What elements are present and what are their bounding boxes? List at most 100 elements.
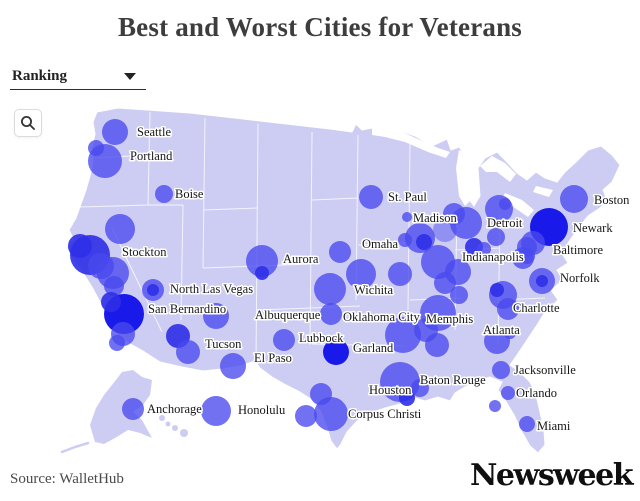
bubble-layer: [68, 119, 588, 432]
city-bubble[interactable]: [109, 335, 125, 351]
city-bubble[interactable]: [434, 272, 456, 294]
city-label: San Bernardino: [148, 302, 226, 316]
city-label: Stockton: [122, 245, 167, 259]
city-bubble[interactable]: [246, 245, 278, 277]
hawaii: [159, 415, 188, 437]
city-bubble[interactable]: [388, 262, 412, 286]
city-bubble[interactable]: [497, 298, 519, 320]
ranking-dropdown-label: Ranking: [12, 68, 68, 84]
city-bubble[interactable]: [220, 353, 246, 379]
city-label: North Las Vegas: [170, 282, 253, 296]
city-bubble[interactable]: [320, 303, 342, 325]
city-bubble[interactable]: [102, 119, 128, 145]
city-bubble[interactable]: [295, 405, 317, 427]
city-bubble[interactable]: [398, 233, 412, 247]
city-label: El Paso: [254, 351, 292, 365]
city-label: Tucson: [205, 337, 242, 351]
source-attribution: Source: WalletHub: [10, 471, 124, 487]
city-bubble[interactable]: [484, 328, 510, 354]
city-label: Newark: [573, 221, 613, 235]
city-label: Oklahoma City: [343, 310, 420, 324]
city-label: Portland: [130, 149, 173, 163]
search-zoom-button[interactable]: [14, 109, 42, 137]
city-bubble[interactable]: [105, 214, 135, 244]
city-label: Charlotte: [513, 301, 560, 315]
city-label: Boise: [175, 187, 204, 201]
city-label: Seattle: [137, 125, 171, 139]
city-label: Detroit: [487, 216, 523, 230]
city-bubble[interactable]: [255, 266, 269, 280]
city-bubble[interactable]: [519, 416, 535, 432]
city-bubble[interactable]: [176, 340, 200, 364]
city-label: Garland: [353, 341, 394, 355]
ranking-dropdown[interactable]: Ranking: [10, 65, 146, 90]
city-label: Honolulu: [238, 403, 286, 417]
city-label: Atlanta: [483, 323, 520, 337]
search-icon: [21, 116, 35, 130]
city-bubble[interactable]: [273, 329, 295, 351]
city-bubble[interactable]: [489, 400, 501, 412]
city-label: Anchorage: [147, 402, 202, 416]
city-bubble[interactable]: [560, 185, 588, 213]
city-bubble[interactable]: [504, 327, 516, 339]
city-label: Boston: [594, 193, 630, 207]
city-label: Orlando: [516, 386, 557, 400]
city-bubble[interactable]: [346, 259, 376, 289]
city-bubble[interactable]: [501, 386, 515, 400]
city-label: Aurora: [283, 252, 319, 266]
city-label: Lubbock: [299, 331, 344, 345]
city-label: Norfolk: [560, 271, 600, 285]
chevron-down-icon: [124, 73, 136, 80]
city-bubble[interactable]: [536, 275, 548, 287]
label-layer: Seattle Portland Boise St. Paul Madison Detro…: [121, 124, 632, 435]
newsweek-logo: Newsweek: [469, 458, 634, 493]
city-bubble[interactable]: [399, 390, 415, 406]
city-bubble[interactable]: [490, 283, 504, 297]
city-label: St. Paul: [388, 190, 427, 204]
city-bubble[interactable]: [411, 379, 429, 397]
city-bubble[interactable]: [122, 398, 144, 420]
alaska: [90, 370, 152, 444]
city-label: Miami: [537, 419, 571, 433]
city-label: Wichita: [354, 283, 394, 297]
city-bubble[interactable]: [68, 234, 92, 258]
city-bubble[interactable]: [104, 276, 124, 296]
city-bubble[interactable]: [359, 185, 383, 209]
city-bubble[interactable]: [314, 397, 348, 431]
city-label: Memphis: [426, 312, 473, 326]
city-bubble[interactable]: [329, 241, 351, 263]
city-label: Corpus Christi: [348, 407, 422, 421]
city-bubble[interactable]: [101, 292, 121, 312]
city-bubble[interactable]: [385, 317, 421, 353]
city-bubble[interactable]: [492, 361, 510, 379]
city-label: Madison: [413, 211, 458, 225]
city-bubble[interactable]: [88, 144, 122, 178]
city-bubble[interactable]: [425, 333, 449, 357]
city-bubble[interactable]: [499, 198, 511, 210]
city-bubble[interactable]: [487, 228, 505, 246]
city-label: Baton Rouge: [420, 373, 486, 387]
city-label: Albuquerque: [255, 308, 321, 322]
city-bubble[interactable]: [450, 286, 468, 304]
aleutians: [60, 441, 90, 454]
city-label: Houston: [369, 383, 412, 397]
city-label: Omaha: [362, 237, 399, 251]
page-title: Best and Worst Cities for Veterans: [117, 12, 523, 42]
city-bubble[interactable]: [314, 273, 346, 305]
city-bubble[interactable]: [402, 212, 412, 222]
great-lakes: [372, 128, 553, 217]
city-bubble[interactable]: [201, 396, 231, 426]
city-bubble[interactable]: [323, 339, 349, 365]
city-label: Jacksonville: [514, 363, 576, 377]
city-bubble[interactable]: [443, 203, 465, 225]
city-bubble[interactable]: [519, 248, 535, 264]
city-bubble[interactable]: [147, 284, 159, 296]
city-label: Baltimore: [553, 243, 603, 257]
city-bubble[interactable]: [416, 234, 432, 250]
city-bubble[interactable]: [203, 303, 229, 329]
city-label: Indianapolis: [462, 250, 524, 264]
city-bubble[interactable]: [155, 185, 173, 203]
city-bubble[interactable]: [477, 242, 491, 256]
